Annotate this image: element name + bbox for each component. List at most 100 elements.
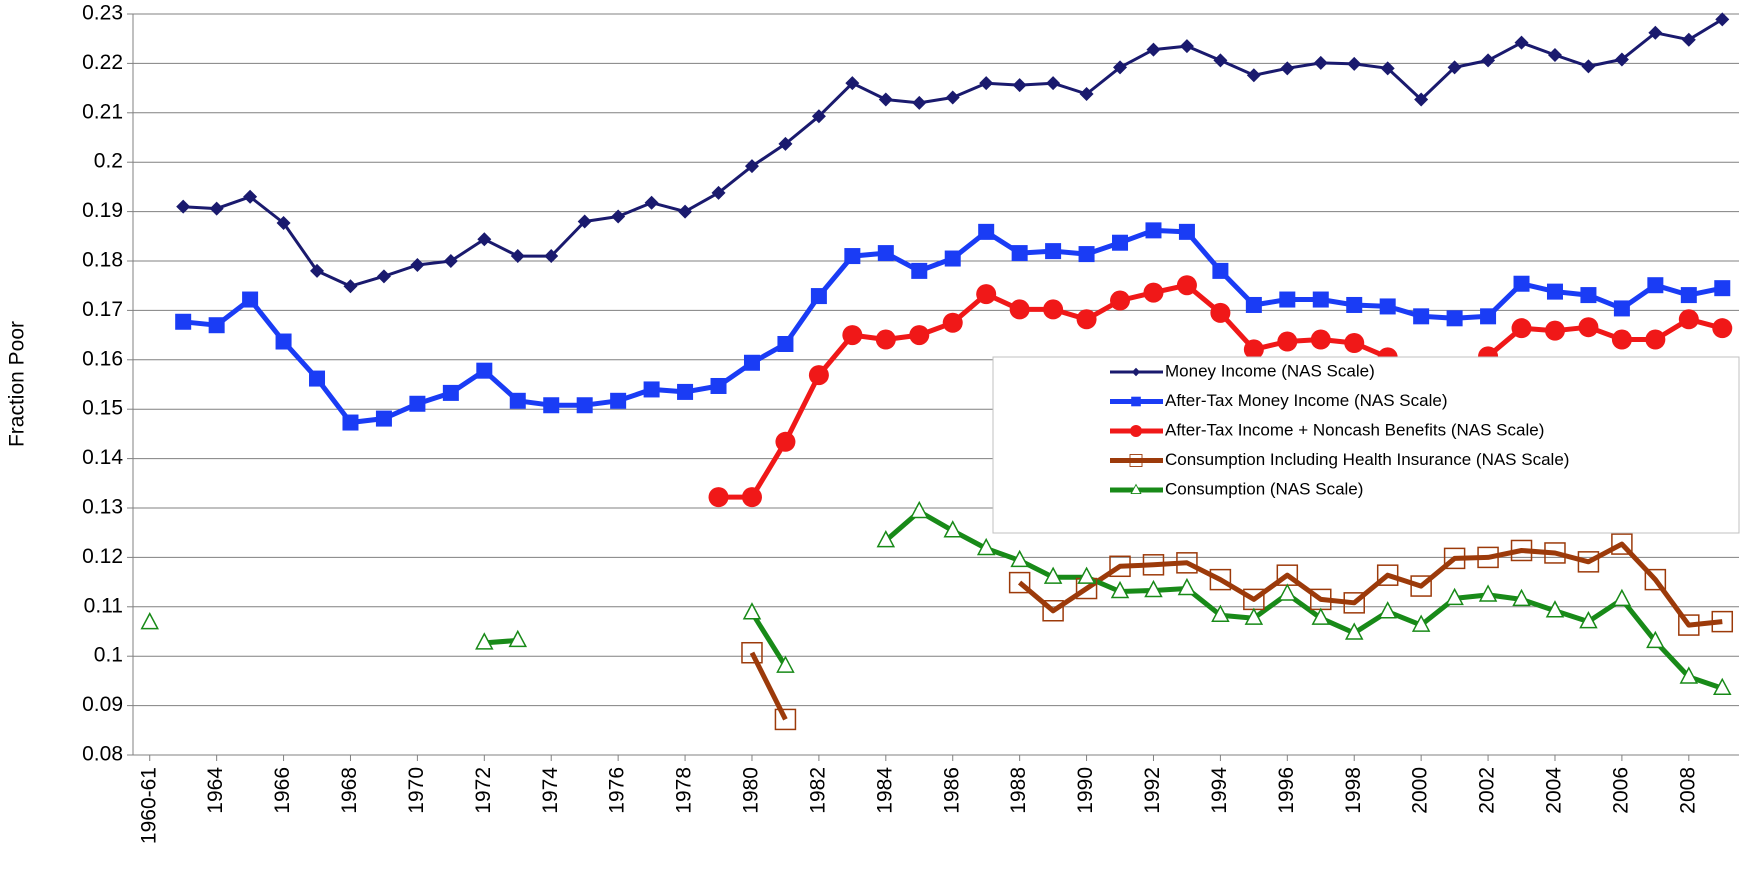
marker <box>1312 291 1329 308</box>
marker <box>576 397 593 414</box>
marker <box>1580 287 1597 304</box>
marker <box>742 602 762 620</box>
marker <box>1443 547 1466 570</box>
marker <box>1547 48 1562 63</box>
marker <box>1246 68 1261 83</box>
marker <box>475 632 494 650</box>
marker <box>1614 52 1629 67</box>
marker <box>1447 60 1462 75</box>
marker <box>1143 282 1164 303</box>
marker <box>1477 546 1499 569</box>
marker <box>1311 607 1331 625</box>
legend-label: After-Tax Income + Noncash Benefits (NAS… <box>1165 420 1544 439</box>
marker <box>1680 287 1697 304</box>
marker <box>1243 339 1264 360</box>
marker <box>1210 302 1231 323</box>
x-tick-label: 1992 <box>1141 767 1164 814</box>
marker <box>1079 87 1094 102</box>
x-tick-label: 1974 <box>539 767 562 814</box>
marker <box>945 90 960 105</box>
marker <box>1145 222 1162 239</box>
marker <box>243 189 258 204</box>
marker <box>477 232 492 247</box>
marker <box>410 257 425 272</box>
marker <box>1346 296 1363 313</box>
marker <box>1378 601 1397 619</box>
marker <box>910 500 929 519</box>
marker <box>1144 579 1163 598</box>
y-tick-label: 0.17 <box>82 298 123 321</box>
x-tick-label: 1984 <box>873 767 896 814</box>
marker <box>275 333 292 350</box>
marker <box>775 431 796 452</box>
x-tick-label: 1990 <box>1074 767 1097 814</box>
marker <box>643 381 660 398</box>
marker <box>1211 604 1230 622</box>
y-tick-label: 0.21 <box>82 100 123 123</box>
marker <box>1648 25 1663 40</box>
marker <box>375 410 392 427</box>
y-tick-label: 0.15 <box>82 397 123 420</box>
marker <box>1046 76 1061 91</box>
y-tick-label: 0.18 <box>82 249 123 272</box>
marker <box>1146 42 1161 57</box>
marker <box>1112 234 1129 251</box>
marker <box>1113 60 1128 75</box>
marker <box>1008 571 1031 594</box>
marker <box>710 377 727 394</box>
marker <box>1578 317 1599 338</box>
marker <box>1280 61 1295 76</box>
marker <box>1376 564 1399 586</box>
marker <box>1647 277 1664 294</box>
marker <box>1414 92 1429 107</box>
marker <box>810 288 827 305</box>
legend-label: After-Tax Money Income (NAS Scale) <box>1165 391 1447 410</box>
x-tick-label: 1960-61 <box>137 767 160 844</box>
marker <box>209 201 224 216</box>
marker <box>1213 53 1228 68</box>
marker <box>1613 300 1630 317</box>
marker <box>741 487 762 508</box>
marker <box>1077 566 1096 584</box>
marker <box>1178 223 1195 240</box>
marker <box>1347 56 1362 71</box>
marker <box>343 279 358 294</box>
marker <box>1176 275 1197 296</box>
marker <box>1078 246 1095 263</box>
x-tick-label: 1994 <box>1208 767 1231 814</box>
marker <box>1577 551 1600 573</box>
marker <box>1678 309 1699 330</box>
y-tick-label: 0.08 <box>82 743 123 766</box>
legend-marker <box>1130 425 1142 437</box>
marker <box>1277 331 1298 352</box>
marker <box>909 325 930 346</box>
marker <box>943 520 962 538</box>
x-tick-label: 2000 <box>1409 767 1432 814</box>
marker <box>1545 600 1565 618</box>
marker <box>1546 283 1563 300</box>
x-tick-label: 1998 <box>1342 767 1365 814</box>
marker <box>1713 677 1732 696</box>
y-tick-label: 0.1 <box>94 644 123 667</box>
marker <box>678 204 693 219</box>
marker <box>1012 78 1027 93</box>
marker <box>1076 309 1097 330</box>
marker <box>1212 262 1229 279</box>
marker <box>577 214 592 229</box>
legend-marker <box>1130 483 1142 495</box>
y-tick-label: 0.11 <box>84 594 123 617</box>
marker <box>1042 600 1064 622</box>
marker <box>610 392 627 409</box>
legend-box <box>992 356 1740 534</box>
marker <box>611 209 626 224</box>
x-tick-label: 1986 <box>940 767 963 814</box>
marker <box>1380 61 1395 76</box>
marker <box>1510 539 1533 562</box>
marker <box>875 329 896 350</box>
marker <box>1410 575 1432 597</box>
marker <box>208 317 225 334</box>
marker <box>741 641 763 664</box>
marker <box>1279 291 1296 308</box>
marker <box>1679 666 1699 684</box>
x-tick-label: 1966 <box>271 767 294 814</box>
